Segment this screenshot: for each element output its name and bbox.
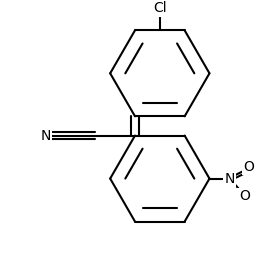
Text: N: N <box>40 128 51 143</box>
Text: O: O <box>244 160 255 174</box>
Text: Cl: Cl <box>153 2 167 15</box>
Text: O: O <box>239 189 250 204</box>
Text: N: N <box>224 172 235 186</box>
